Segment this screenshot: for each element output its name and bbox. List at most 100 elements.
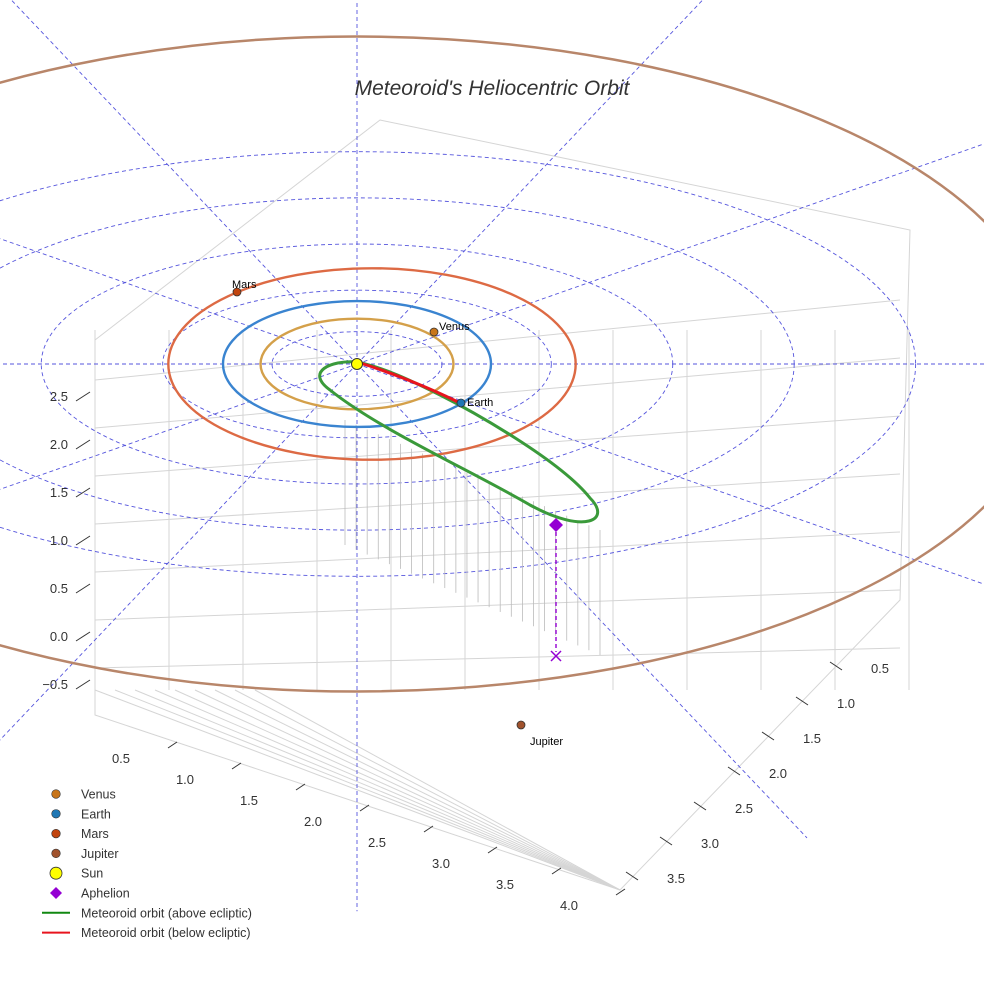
x-tick-label: 2.0: [304, 814, 322, 829]
jupiter-label: Jupiter: [530, 736, 563, 748]
earth-marker: [456, 398, 466, 408]
x-tick: [167, 741, 178, 749]
z-tick-label: 1.5: [50, 485, 68, 500]
x-tick: [359, 804, 370, 812]
grid-line: [194, 689, 621, 891]
venus-marker: [429, 327, 439, 337]
y-tick: [829, 661, 843, 671]
box-outline: [94, 119, 911, 891]
grid-line: [114, 689, 621, 891]
legend-entry: Earth: [81, 807, 111, 821]
y-tick-label: 3.0: [701, 836, 719, 851]
z-tick-label: 0.5: [50, 581, 68, 596]
y-tick-label: 1.5: [803, 731, 821, 746]
z-tick: [75, 535, 91, 546]
grid-line: [94, 647, 901, 669]
ecliptic-circle: [0, 151, 916, 577]
ecliptic-radial-line: [0, 363, 358, 741]
y-tick-label: 1.0: [837, 696, 855, 711]
mars-marker: [232, 287, 242, 297]
legend-entry: Mars: [81, 827, 109, 841]
x-tick: [231, 762, 242, 770]
y-tick: [693, 801, 707, 811]
grid-line: [94, 357, 901, 429]
grid-line: [94, 415, 901, 477]
chart-title: Meteoroid's Heliocentric Orbit: [355, 77, 631, 100]
aphelion-projection-marker: [550, 650, 562, 662]
y-tick-label: 3.5: [667, 871, 685, 886]
ecliptic-radial-line: [0, 238, 358, 365]
x-tick-label: 3.5: [496, 877, 514, 892]
y-tick: [795, 696, 809, 706]
grid-line: [94, 531, 901, 573]
legend-entry: Jupiter: [81, 847, 119, 861]
ecliptic-radial-line: [356, 363, 808, 839]
x-tick-label: 4.0: [560, 898, 578, 913]
jupiter-orbit: [0, 35, 984, 693]
legend-entry: Aphelion: [81, 887, 130, 901]
y-tick-label: 2.0: [769, 766, 787, 781]
z-tick: [75, 391, 91, 402]
ecliptic-radial-line: [356, 363, 984, 585]
y-tick: [625, 871, 639, 881]
legend-swatch: [51, 789, 61, 799]
grid-line: [254, 689, 621, 891]
ecliptic-radial-line: [356, 143, 984, 365]
grid-line: [94, 473, 901, 525]
grid-line: [94, 689, 621, 891]
legend-entry: Venus: [81, 788, 116, 802]
z-tick: [75, 631, 91, 642]
venus-label: Venus: [439, 321, 470, 333]
x-tick: [487, 846, 498, 854]
mars-orbit: [167, 267, 577, 461]
legend-swatch: [51, 828, 61, 839]
z-tick: [75, 679, 91, 690]
legend-swatch: [49, 866, 63, 880]
x-tick-label: 3.0: [432, 856, 450, 871]
x-tick: [615, 888, 626, 896]
x-tick-label: 0.5: [112, 751, 130, 766]
legend-entry: Meteoroid orbit (below ecliptic): [81, 926, 251, 940]
jupiter-marker: [516, 720, 526, 730]
x-tick: [551, 867, 562, 875]
y-tick: [761, 731, 775, 741]
grid-line: [134, 689, 621, 891]
legend-entry: Sun: [81, 867, 103, 881]
y-tick-label: 0.5: [871, 661, 889, 676]
z-tick: [75, 439, 91, 450]
z-tick-label: 2.5: [50, 389, 68, 404]
earth-label: Earth: [467, 397, 493, 409]
z-tick-label: 2.0: [50, 437, 68, 452]
y-tick: [727, 766, 741, 776]
grid-line: [154, 689, 621, 891]
grid-line: [234, 689, 621, 891]
z-tick: [75, 487, 91, 498]
ecliptic-radial-line: [10, 0, 358, 365]
x-tick: [295, 783, 306, 791]
orbit-drop-lines: [344, 420, 601, 655]
z-tick-label: −0.5: [42, 677, 68, 692]
mars-label: Mars: [232, 279, 257, 291]
x-tick-label: 1.5: [240, 793, 258, 808]
earth-orbit: [221, 299, 493, 429]
z-tick-label: 1.0: [50, 533, 68, 548]
x-tick-label: 2.5: [368, 835, 386, 850]
grid-line: [94, 589, 901, 621]
z-tick-label: 0.0: [50, 629, 68, 644]
y-tick: [659, 836, 673, 846]
legend-swatch: [50, 887, 62, 899]
ecliptic-radial-line: [356, 0, 704, 365]
grid-lines: [94, 119, 911, 891]
ecliptic-radial-line: [0, 363, 358, 490]
legend-swatch: [51, 848, 61, 859]
legend: Venus Earth Mars Jupiter Sun Aphelion Meteoroi…: [42, 788, 252, 940]
legend-entry: Meteoroid orbit (above ecliptic): [81, 906, 252, 920]
grid-line: [214, 689, 621, 891]
meteoroid-orbit-below-ecliptic: [356, 360, 461, 405]
x-tick: [423, 825, 434, 833]
grid-line: [174, 689, 621, 891]
aphelion-marker: [549, 518, 563, 532]
legend-swatch: [51, 809, 61, 819]
grid-line: [94, 299, 901, 381]
